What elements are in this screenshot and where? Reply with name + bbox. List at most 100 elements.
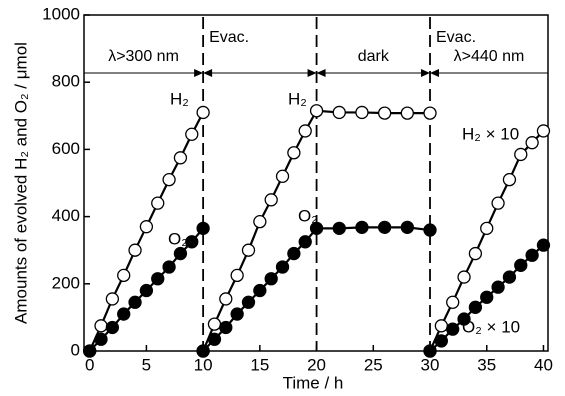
y-tick-label: 200 xyxy=(52,273,80,292)
y-tick-label: 800 xyxy=(52,72,80,91)
annotation: O₂ × 10 xyxy=(462,317,520,336)
marker xyxy=(241,295,256,309)
x-tick-label: 5 xyxy=(142,355,151,374)
marker xyxy=(514,147,528,162)
marker xyxy=(298,235,312,249)
marker xyxy=(446,295,460,309)
marker xyxy=(275,260,290,274)
x-tick-label: 25 xyxy=(364,355,383,374)
period-label: λ>440 nm xyxy=(454,48,525,65)
marker xyxy=(536,238,551,252)
annotation: H₂ × 10 xyxy=(462,124,519,143)
y-tick-label: 0 xyxy=(71,340,80,359)
marker xyxy=(128,295,142,309)
marker xyxy=(480,221,494,236)
marker xyxy=(253,214,267,229)
marker xyxy=(105,320,120,335)
x-axis-label: Time / h xyxy=(283,373,344,392)
x-tick-label: 0 xyxy=(85,355,94,374)
series-label: H₂ xyxy=(170,89,189,108)
y-axis-label: Amounts of evolved H₂ and O₂ / μmol xyxy=(11,42,30,324)
marker xyxy=(162,172,176,187)
x-tick-label: 15 xyxy=(250,355,269,374)
marker xyxy=(525,136,539,150)
marker xyxy=(83,344,97,358)
annotation: H₂ xyxy=(288,89,307,108)
marker xyxy=(514,258,528,272)
marker xyxy=(219,292,233,306)
marker xyxy=(434,319,449,333)
marker xyxy=(117,268,131,283)
marker xyxy=(196,221,210,236)
marker xyxy=(309,221,324,236)
marker xyxy=(309,104,324,118)
marker xyxy=(196,105,210,120)
marker xyxy=(94,332,108,346)
marker xyxy=(287,246,301,261)
marker xyxy=(377,220,392,235)
marker xyxy=(230,268,244,283)
series-label: O₂ xyxy=(168,229,188,248)
marker xyxy=(468,300,483,314)
marker xyxy=(241,243,256,257)
x-tick-label: 35 xyxy=(477,355,496,374)
marker xyxy=(536,124,551,138)
marker xyxy=(355,105,369,120)
marker xyxy=(377,106,392,120)
marker xyxy=(230,307,244,321)
marker xyxy=(502,172,517,187)
marker xyxy=(287,146,301,160)
arrow-head xyxy=(421,69,431,77)
marker xyxy=(491,196,505,210)
marker xyxy=(480,290,494,304)
marker xyxy=(355,220,369,235)
marker xyxy=(117,307,131,321)
arrow-head xyxy=(203,69,213,77)
marker xyxy=(207,317,222,331)
y-tick-label: 600 xyxy=(52,139,80,158)
marker xyxy=(128,243,142,257)
marker xyxy=(151,196,165,210)
marker xyxy=(400,220,414,235)
evac-label: Evac. xyxy=(209,29,249,46)
x-tick-label: 40 xyxy=(534,355,553,374)
arrow-head xyxy=(307,69,317,77)
marker xyxy=(491,280,505,294)
marker xyxy=(468,246,483,261)
marker xyxy=(151,272,165,286)
marker xyxy=(457,312,471,326)
marker xyxy=(173,151,188,165)
marker xyxy=(400,106,414,120)
marker xyxy=(332,221,346,236)
marker xyxy=(298,124,312,138)
marker xyxy=(423,106,437,120)
marker xyxy=(525,248,539,262)
marker xyxy=(207,332,222,346)
evac-label: Evac. xyxy=(436,29,476,46)
marker xyxy=(264,272,278,286)
marker xyxy=(105,292,120,306)
annotation: O₂ xyxy=(298,206,318,225)
marker xyxy=(185,235,199,249)
marker xyxy=(264,193,278,207)
marker xyxy=(434,334,449,348)
x-tick-label: 10 xyxy=(194,355,213,374)
marker xyxy=(162,260,176,274)
marker xyxy=(196,344,210,358)
marker xyxy=(423,344,437,358)
y-tick-label: 1000 xyxy=(42,4,80,23)
marker xyxy=(446,322,460,336)
period-label: dark xyxy=(358,48,390,65)
arrow-head xyxy=(430,69,440,77)
marker xyxy=(502,270,517,284)
marker xyxy=(423,223,437,237)
marker xyxy=(253,283,267,298)
marker xyxy=(94,319,108,333)
marker xyxy=(139,283,154,298)
marker xyxy=(332,105,346,120)
arrow-head xyxy=(194,69,204,77)
y-tick-label: 400 xyxy=(52,206,80,225)
period-label: λ>300 nm xyxy=(108,48,179,65)
x-tick-label: 30 xyxy=(421,355,440,374)
